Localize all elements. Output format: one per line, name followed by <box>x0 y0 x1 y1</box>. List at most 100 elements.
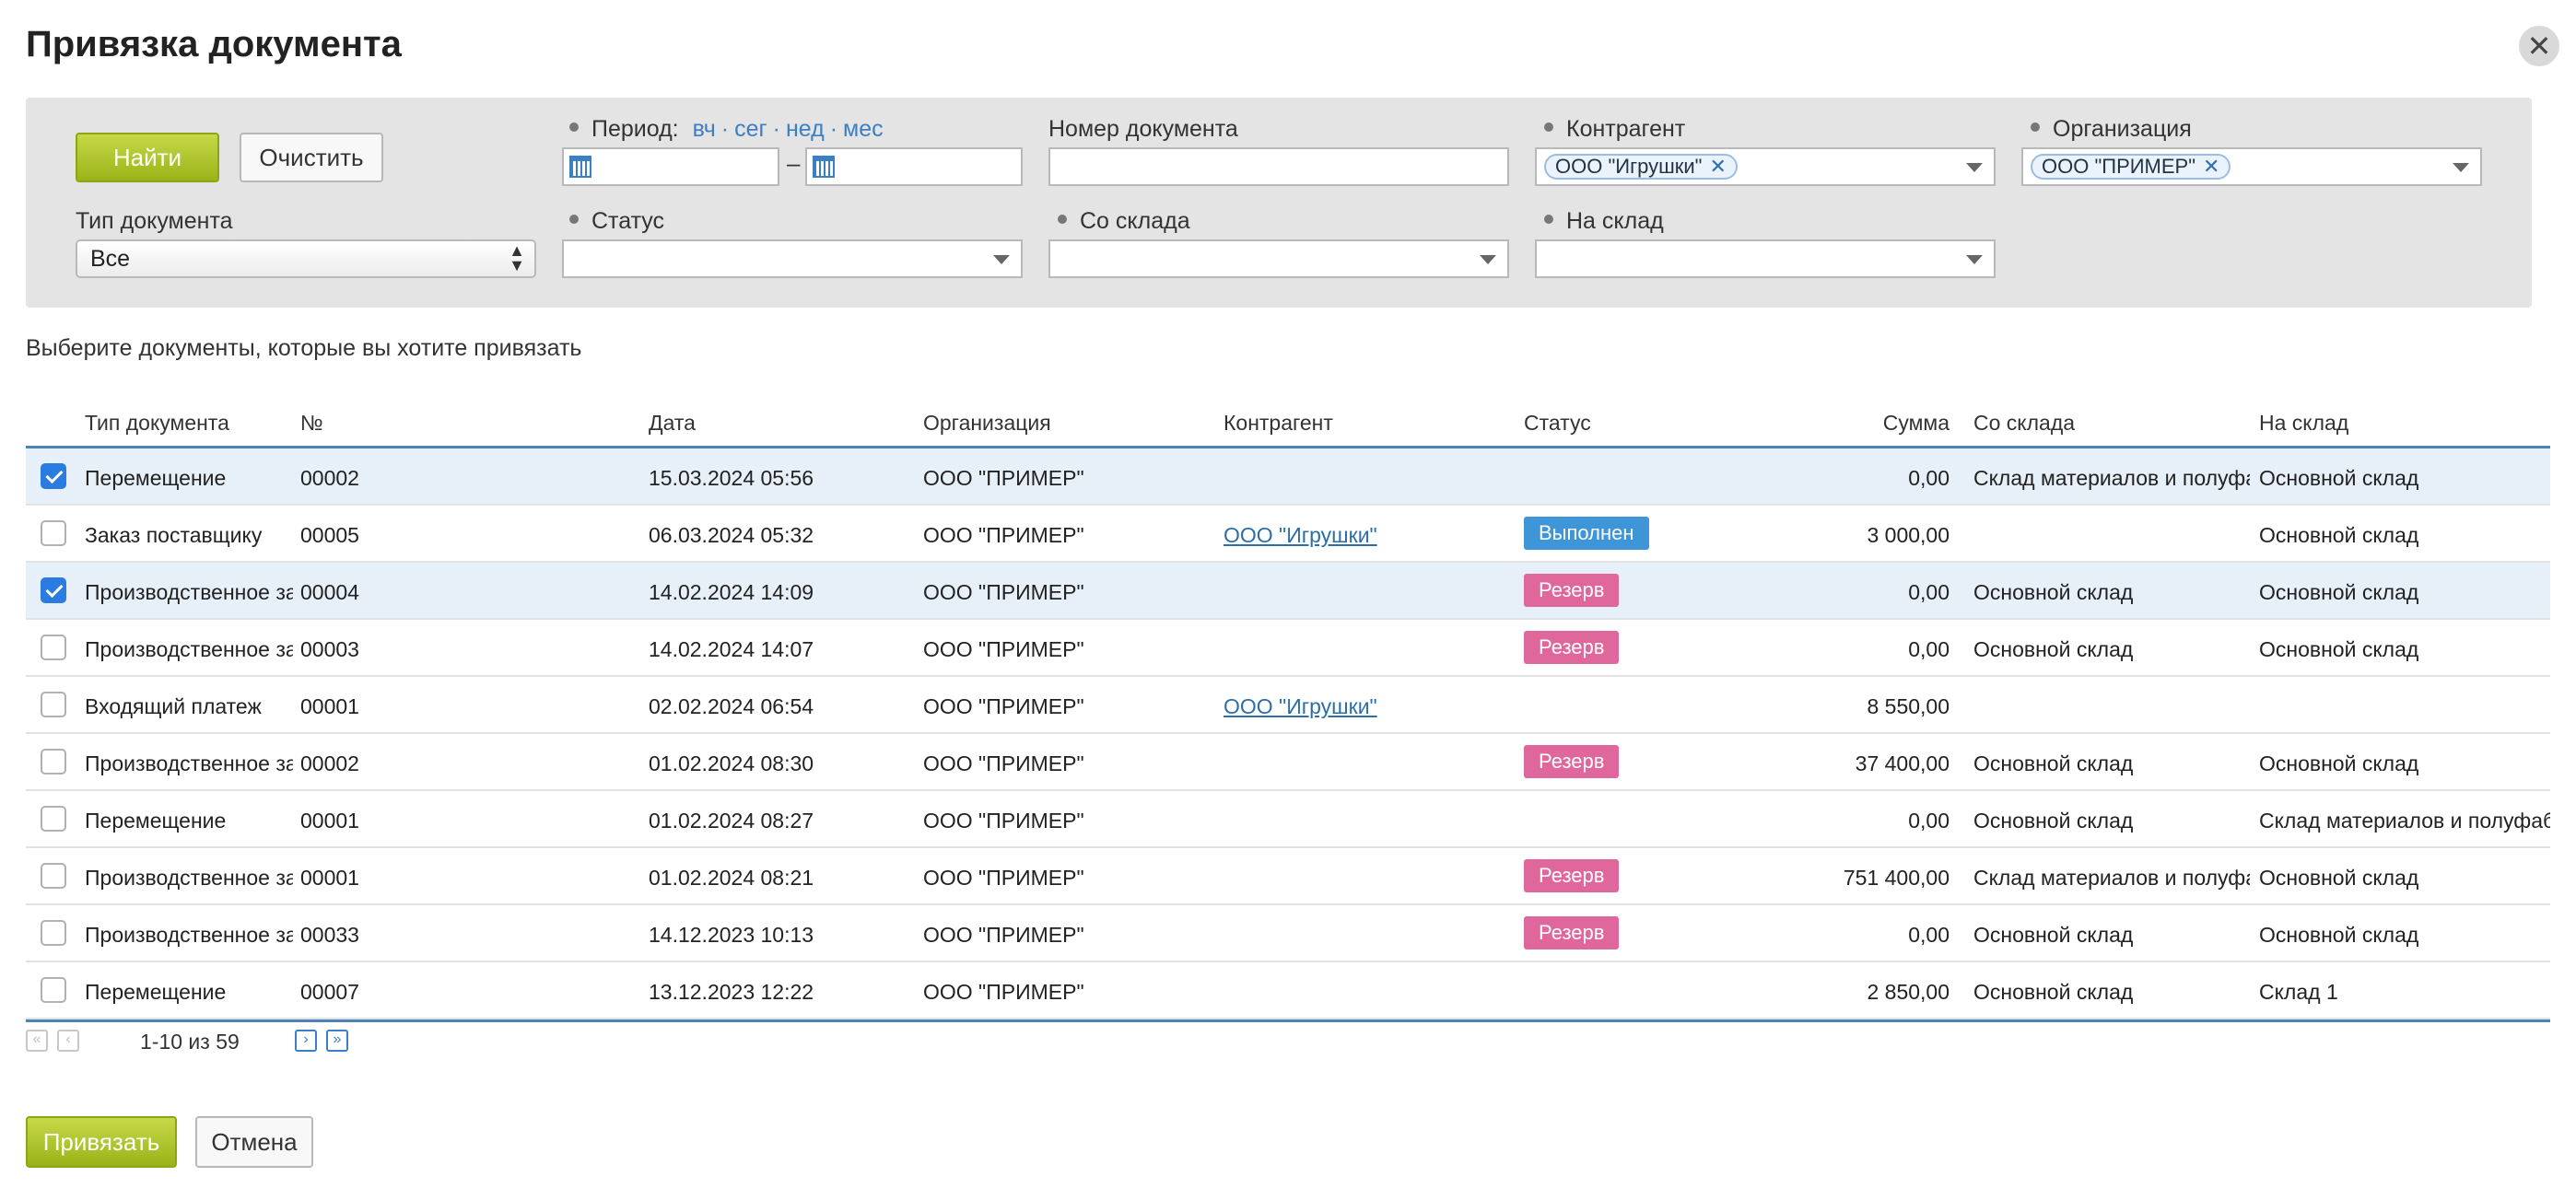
table-row[interactable]: Заказ поставщику 00005 06.03.2024 05:32 ООО… <box>26 506 2550 563</box>
row-checkbox[interactable] <box>41 863 66 889</box>
cell-to-warehouse: Основной склад <box>2259 523 2419 547</box>
pagination-info: 1-10 из 59 <box>140 1030 240 1054</box>
column-header-sum[interactable]: Сумма <box>1882 411 1950 435</box>
period-link-week[interactable]: нед <box>785 116 825 142</box>
chevron-down-icon[interactable] <box>993 255 1010 264</box>
column-header-type[interactable]: Тип документа <box>85 411 229 435</box>
column-header-date[interactable]: Дата <box>649 411 696 435</box>
required-dot <box>569 122 579 133</box>
cell-type: Перемещение <box>85 980 227 1004</box>
cell-number: 00007 <box>300 980 359 1004</box>
last-page-button[interactable]: » <box>326 1030 348 1052</box>
chevron-down-icon[interactable] <box>1480 255 1496 264</box>
doc-number-label: Номер документа <box>1048 116 1238 142</box>
period-link-yesterday[interactable]: вч <box>692 116 716 142</box>
column-header-status[interactable]: Статус <box>1524 411 1591 435</box>
cell-type: Производственное задание <box>85 580 293 604</box>
documents-table: Тип документа № Дата Организация Контраг… <box>26 396 2550 1022</box>
cell-from-warehouse: Основной склад <box>1973 637 2134 661</box>
row-checkbox[interactable] <box>41 920 66 946</box>
next-page-button[interactable]: › <box>295 1030 317 1052</box>
chevron-down-icon[interactable] <box>1966 255 1983 264</box>
select-arrows-icon: ▲ ▼ <box>509 241 525 274</box>
cell-type: Заказ поставщику <box>85 523 263 547</box>
row-checkbox[interactable] <box>41 463 66 489</box>
prev-page-button[interactable]: ‹ <box>57 1030 79 1052</box>
filter-panel: Найти Очистить Период: вч · сег · нед · мес – … <box>26 98 2532 308</box>
cell-date: 15.03.2024 05:56 <box>649 466 814 490</box>
row-checkbox[interactable] <box>41 806 66 832</box>
organization-label: Организация <box>2031 116 2192 143</box>
status-select[interactable] <box>562 239 1023 278</box>
row-checkbox[interactable] <box>41 977 66 1003</box>
cell-number: 00001 <box>300 809 359 833</box>
column-header-organization[interactable]: Организация <box>923 411 1051 435</box>
cell-to-warehouse: Основной склад <box>2259 751 2419 775</box>
chevron-down-icon[interactable] <box>1966 163 1983 172</box>
cell-sum: 3 000,00 <box>1867 523 1950 547</box>
period-to-field[interactable] <box>805 147 1023 186</box>
table-header: Тип документа № Дата Организация Контраг… <box>26 396 2550 448</box>
cell-sum: 0,00 <box>1908 923 1950 947</box>
table-row[interactable]: Производственное задание 00003 14.02.2024 … <box>26 620 2550 677</box>
cell-counterparty-link[interactable]: ООО "Игрушки" <box>1224 523 1377 547</box>
cell-date: 06.03.2024 05:32 <box>649 523 814 547</box>
organization-select[interactable]: ООО "ПРИМЕР" ✕ <box>2021 147 2482 186</box>
status-badge: Резерв <box>1524 859 1620 892</box>
table-row[interactable]: Производственное задание 00002 01.02.2024 … <box>26 734 2550 791</box>
column-header-counterparty[interactable]: Контрагент <box>1224 411 1333 435</box>
required-dot <box>1058 215 1067 225</box>
doc-type-select[interactable]: Все ▲ ▼ <box>76 239 536 278</box>
cell-to-warehouse: Склад 1 <box>2259 980 2338 1004</box>
cell-from-warehouse: Склад материалов и полуфабрикатов <box>1973 466 2250 490</box>
remove-token-icon[interactable]: ✕ <box>2203 155 2220 178</box>
cell-date: 01.02.2024 08:21 <box>649 866 814 890</box>
chevron-down-icon[interactable] <box>2453 163 2469 172</box>
counterparty-select[interactable]: ООО "Игрушки" ✕ <box>1535 147 1996 186</box>
calendar-icon[interactable] <box>813 156 835 178</box>
row-checkbox[interactable] <box>41 577 66 603</box>
cell-number: 00033 <box>300 923 359 947</box>
cell-number: 00004 <box>300 580 359 604</box>
find-button[interactable]: Найти <box>76 133 219 182</box>
table-row[interactable]: Перемещение 00007 13.12.2023 12:22 ООО "ПРИ… <box>26 962 2550 1019</box>
row-checkbox[interactable] <box>41 635 66 660</box>
clear-button[interactable]: Очистить <box>240 133 383 182</box>
status-badge: Резерв <box>1524 574 1620 607</box>
status-badge: Резерв <box>1524 745 1620 778</box>
cell-number: 00005 <box>300 523 359 547</box>
cancel-button[interactable]: Отмена <box>195 1116 313 1168</box>
table-row[interactable]: Перемещение 00001 01.02.2024 08:27 ООО "ПРИ… <box>26 791 2550 848</box>
row-checkbox[interactable] <box>41 692 66 717</box>
from-warehouse-select[interactable] <box>1048 239 1509 278</box>
cell-organization: ООО "ПРИМЕР" <box>923 637 1084 661</box>
cell-to-warehouse: Основной склад <box>2259 466 2419 490</box>
cell-number: 00003 <box>300 637 359 661</box>
to-warehouse-select[interactable] <box>1535 239 1996 278</box>
cell-counterparty-link[interactable]: ООО "Игрушки" <box>1224 694 1377 718</box>
first-page-button[interactable]: « <box>26 1030 48 1052</box>
table-row[interactable]: Перемещение 00002 15.03.2024 05:56 ООО "ПРИ… <box>26 448 2550 506</box>
table-row[interactable]: Входящий платеж 00001 02.02.2024 06:54 ООО … <box>26 677 2550 734</box>
bind-button[interactable]: Привязать <box>26 1116 177 1168</box>
cell-organization: ООО "ПРИМЕР" <box>923 466 1084 490</box>
table-row[interactable]: Производственное задание 00001 01.02.2024 … <box>26 848 2550 905</box>
remove-token-icon[interactable]: ✕ <box>1709 155 1727 178</box>
column-header-to-warehouse[interactable]: На склад <box>2259 411 2349 435</box>
period-link-month[interactable]: мес <box>843 116 884 142</box>
row-checkbox[interactable] <box>41 749 66 775</box>
calendar-icon[interactable] <box>569 156 591 178</box>
row-checkbox[interactable] <box>41 520 66 546</box>
cell-to-warehouse: Склад материалов и полуфабрикатов <box>2259 809 2550 833</box>
period-from-field[interactable] <box>562 147 779 186</box>
close-icon[interactable]: ✕ <box>2519 26 2559 66</box>
table-row[interactable]: Производственное задание 00004 14.02.2024 … <box>26 563 2550 620</box>
cell-date: 13.12.2023 12:22 <box>649 980 814 1004</box>
cell-from-warehouse: Основной склад <box>1973 751 2134 775</box>
cell-from-warehouse: Основной склад <box>1973 980 2134 1004</box>
table-row[interactable]: Производственное задание 00033 14.12.2023 … <box>26 905 2550 962</box>
doc-number-input[interactable] <box>1048 147 1509 186</box>
column-header-number[interactable]: № <box>300 411 323 435</box>
period-link-today[interactable]: сег <box>734 116 767 142</box>
column-header-from-warehouse[interactable]: Со склада <box>1973 411 2076 435</box>
